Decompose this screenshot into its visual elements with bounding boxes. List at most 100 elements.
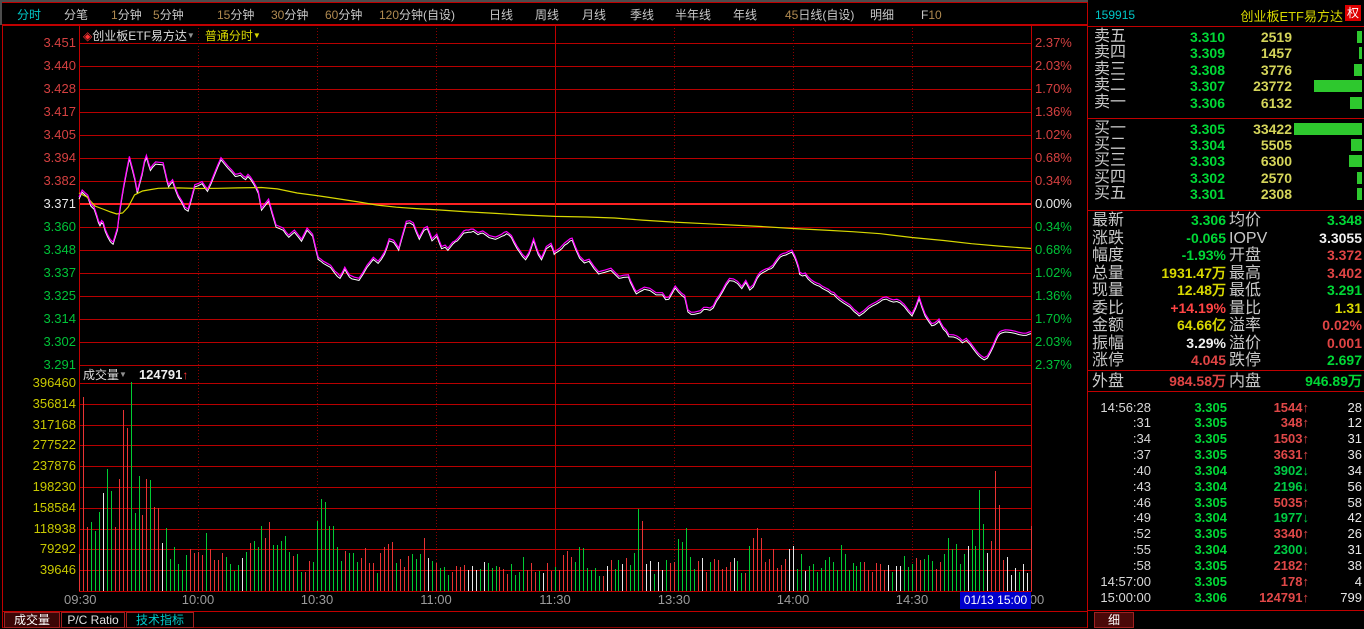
volume-bar bbox=[678, 539, 679, 591]
menu-item-13[interactable]: 半年线 bbox=[675, 8, 712, 22]
volume-bar bbox=[269, 522, 270, 591]
menu-item-15[interactable]: 45日线(自设) bbox=[785, 8, 855, 22]
symbol-dropdown-icon[interactable]: ▼ bbox=[186, 31, 195, 40]
tab-tick-detail[interactable]: 细 bbox=[1094, 612, 1134, 628]
tick-row-6[interactable]: :43 3.304 2196↓ 56 bbox=[1088, 479, 1364, 495]
menu-item-11[interactable]: 月线 bbox=[582, 8, 607, 22]
volume-indicator-label[interactable]: 成交量 bbox=[83, 368, 120, 382]
menu-item-9[interactable]: 日线 bbox=[489, 8, 514, 22]
tick-row-2[interactable]: :31 3.305 348↑ 12 bbox=[1088, 415, 1364, 431]
volume-bar bbox=[480, 569, 481, 591]
volume-bar bbox=[103, 493, 104, 591]
tab-3[interactable]: 技术指标 bbox=[126, 612, 194, 628]
volume-bar bbox=[95, 531, 96, 591]
tick-row-13[interactable]: 15:00:00 3.306 124791↑ 799 bbox=[1088, 590, 1364, 606]
menu-item-12[interactable]: 季线 bbox=[630, 8, 655, 22]
price-axis-label: 3.302 bbox=[43, 334, 76, 349]
volume-bar bbox=[777, 568, 778, 591]
price-line-shadow bbox=[78, 155, 1032, 361]
volume-bar bbox=[908, 567, 909, 591]
ask-row-5[interactable]: 卖五 3.310 2519 bbox=[1088, 28, 1364, 45]
volume-bar bbox=[622, 564, 623, 591]
stock-name[interactable]: 创业板ETF易方达 bbox=[1240, 9, 1343, 24]
volume-bar bbox=[444, 567, 445, 591]
volume-bar bbox=[396, 563, 397, 591]
menu-item-1[interactable]: 分时 bbox=[17, 8, 42, 22]
menu-item-5[interactable]: 15分钟 bbox=[217, 8, 255, 22]
chart-symbol-name[interactable]: 创业板ETF易方达 bbox=[92, 29, 187, 43]
menu-item-7[interactable]: 60分钟 bbox=[325, 8, 363, 22]
volume-bar bbox=[416, 559, 417, 591]
volume-bar bbox=[166, 528, 167, 591]
bid-row-1[interactable]: 买一 3.305 33422 bbox=[1088, 120, 1364, 137]
menu-item-14[interactable]: 年线 bbox=[733, 8, 758, 22]
volume-bar bbox=[912, 564, 913, 591]
menu-item-16[interactable]: 明细 bbox=[870, 8, 895, 22]
bid-row-3[interactable]: 买三 3.303 6300 bbox=[1088, 152, 1364, 169]
ask-row-1[interactable]: 卖一 3.306 6132 bbox=[1088, 94, 1364, 111]
tick-count: 34 bbox=[1347, 462, 1362, 478]
volume-bar bbox=[293, 556, 294, 591]
tick-row-4[interactable]: :37 3.305 3631↑ 36 bbox=[1088, 447, 1364, 463]
tab-2[interactable]: P/C Ratio bbox=[61, 612, 125, 628]
menu-item-3[interactable]: 1分钟 bbox=[111, 8, 142, 22]
volume-bar bbox=[150, 480, 151, 591]
stat-value: 2.697 bbox=[1326, 352, 1362, 369]
menu-item-4[interactable]: 5分钟 bbox=[153, 8, 184, 22]
menu-item-6[interactable]: 30分钟 bbox=[271, 8, 309, 22]
mode-dropdown-icon[interactable]: ▼ bbox=[252, 31, 261, 40]
bid-row-4[interactable]: 买四 3.302 2570 bbox=[1088, 169, 1364, 186]
tick-row-9[interactable]: :52 3.305 3340↑ 26 bbox=[1088, 526, 1364, 542]
volume-bar bbox=[281, 541, 282, 591]
tick-row-11[interactable]: :58 3.305 2182↑ 38 bbox=[1088, 558, 1364, 574]
tabs-divider bbox=[2, 611, 1087, 612]
chart-mode-label[interactable]: 普通分时 bbox=[204, 29, 253, 43]
tick-volume: 3902↓ bbox=[1273, 462, 1309, 478]
intraday-chart[interactable]: 3.451 3.440 3.428 3.417 3.405 3.394 3.382 3.371… bbox=[0, 0, 1087, 629]
volume-bar bbox=[793, 546, 794, 591]
volume-bar bbox=[182, 570, 183, 591]
tick-price: 3.306 bbox=[1194, 589, 1227, 605]
tick-row-8[interactable]: :49 3.304 1977↓ 42 bbox=[1088, 510, 1364, 526]
volume-bar bbox=[428, 558, 429, 591]
bid-row-5[interactable]: 买五 3.301 2308 bbox=[1088, 185, 1364, 202]
volume-bar bbox=[642, 521, 643, 591]
stock-code[interactable]: 159915 bbox=[1095, 8, 1136, 22]
tick-row-12[interactable]: 14:57:00 3.305 178↑ 4 bbox=[1088, 574, 1364, 590]
ask-row-3[interactable]: 卖三 3.308 3776 bbox=[1088, 61, 1364, 78]
tick-row-3[interactable]: :34 3.305 1503↑ 31 bbox=[1088, 431, 1364, 447]
ask-row-4[interactable]: 卖四 3.309 1457 bbox=[1088, 44, 1364, 61]
volume-bar bbox=[853, 563, 854, 591]
volume-bar bbox=[511, 564, 512, 591]
depth-bar bbox=[1314, 80, 1362, 93]
volume-bar bbox=[523, 557, 524, 591]
volume-bar bbox=[983, 524, 984, 591]
volume-dropdown-icon[interactable]: ▼ bbox=[119, 370, 127, 379]
menu-item-8[interactable]: 120分钟(自设) bbox=[379, 8, 456, 22]
quote-row-5: 现量 12.48万 最低 3.291 bbox=[1088, 282, 1364, 300]
menu-item-17[interactable]: F10 bbox=[921, 8, 942, 22]
bid-row-2[interactable]: 买二 3.304 5505 bbox=[1088, 136, 1364, 153]
tick-row-1[interactable]: 14:56:28 3.305 1544↑ 28 bbox=[1088, 400, 1364, 416]
volume-bar bbox=[317, 521, 318, 591]
tick-row-5[interactable]: :40 3.304 3902↓ 34 bbox=[1088, 463, 1364, 479]
volume-bar bbox=[83, 397, 84, 591]
ask-row-2[interactable]: 卖二 3.307 23772 bbox=[1088, 77, 1364, 94]
volume-bar bbox=[555, 567, 556, 591]
tick-row-10[interactable]: :55 3.304 2300↓ 31 bbox=[1088, 542, 1364, 558]
tick-price: 3.305 bbox=[1194, 526, 1227, 542]
tick-count: 28 bbox=[1347, 399, 1362, 415]
volume-bar bbox=[301, 572, 302, 591]
menu-item-2[interactable]: 分笔 bbox=[64, 8, 89, 22]
volume-bar bbox=[726, 567, 727, 591]
symbol-icon: ◈ bbox=[83, 29, 93, 43]
tick-row-7[interactable]: :46 3.305 5035↑ 58 bbox=[1088, 495, 1364, 511]
volume-bar bbox=[218, 560, 219, 591]
volume-bar bbox=[341, 561, 342, 591]
volume-bar bbox=[737, 561, 738, 591]
volume-bar bbox=[559, 570, 560, 591]
level-volume: 2519 bbox=[1260, 29, 1292, 45]
rights-badge[interactable]: 权 bbox=[1345, 5, 1361, 21]
tab-1[interactable]: 成交量 bbox=[4, 612, 60, 628]
menu-item-10[interactable]: 周线 bbox=[535, 8, 560, 22]
